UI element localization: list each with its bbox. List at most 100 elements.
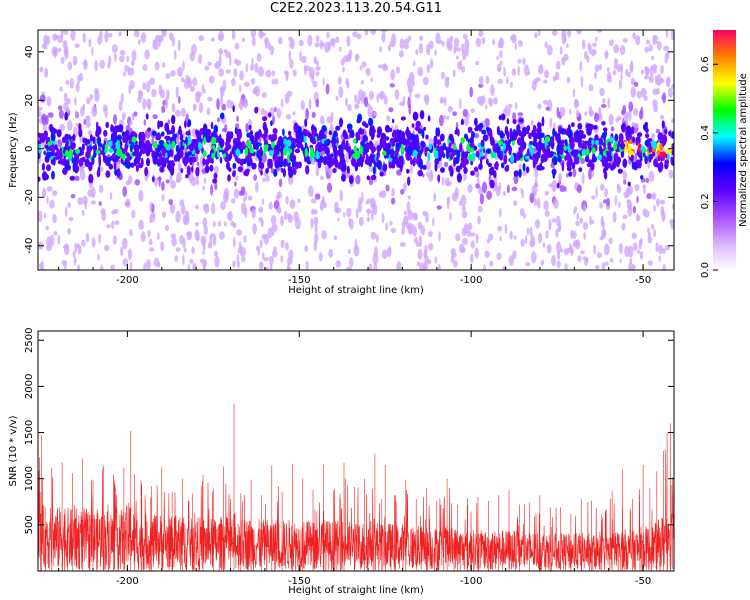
heat-cell xyxy=(653,204,656,212)
heat-cell xyxy=(167,161,172,171)
heat-cell xyxy=(481,37,486,45)
heat-cell xyxy=(370,174,377,180)
heat-cell xyxy=(394,124,398,131)
heat-cell xyxy=(409,86,412,98)
heat-cell xyxy=(585,123,592,130)
heat-cell xyxy=(415,120,421,128)
heat-cell xyxy=(455,47,462,52)
heat-cell xyxy=(68,148,73,159)
heat-cell xyxy=(47,141,51,146)
heat-cell xyxy=(499,60,503,66)
heat-cell xyxy=(648,44,653,52)
heat-cell xyxy=(88,38,92,48)
heat-cell xyxy=(497,140,503,146)
heat-cell xyxy=(561,56,566,66)
heat-cell xyxy=(105,170,111,178)
heat-cell xyxy=(105,121,109,129)
heat-cell xyxy=(225,69,231,74)
heat-cell xyxy=(593,244,597,255)
heat-cell xyxy=(594,134,599,142)
heat-cell xyxy=(117,134,122,141)
heat-cell xyxy=(250,30,257,39)
heat-cell xyxy=(585,257,589,263)
heat-cell xyxy=(526,148,530,157)
heat-cell xyxy=(297,198,301,204)
heat-cell xyxy=(356,157,361,167)
heat-cell xyxy=(296,142,302,149)
heat-cell xyxy=(555,60,561,70)
heat-cell xyxy=(458,243,465,253)
heat-cell xyxy=(258,261,264,270)
chart-title: C2E2.2023.113.20.54.G11 xyxy=(269,1,443,16)
heat-cell xyxy=(365,153,369,163)
heat-cell xyxy=(254,131,260,139)
heat-cell xyxy=(623,179,627,185)
heat-cell xyxy=(370,231,377,240)
heat-cell xyxy=(328,130,332,136)
heat-cell xyxy=(627,145,632,151)
heat-cell xyxy=(236,115,239,123)
heat-cell xyxy=(170,180,176,189)
heat-cell xyxy=(489,131,493,138)
heat-cell xyxy=(514,102,518,110)
heat-cell xyxy=(518,163,522,168)
heat-cell xyxy=(462,108,469,118)
heat-cell xyxy=(612,143,618,151)
heat-cell xyxy=(453,45,457,54)
heat-cell xyxy=(77,264,80,270)
heat-cell xyxy=(96,121,99,130)
heat-cell xyxy=(454,129,458,135)
heat-cell xyxy=(372,253,379,265)
heat-cell xyxy=(419,110,425,120)
heat-cell xyxy=(433,192,437,202)
heat-cell xyxy=(545,230,549,239)
heat-cell xyxy=(400,188,405,195)
heat-cell xyxy=(591,195,596,200)
heat-cell xyxy=(233,68,238,78)
heat-cell xyxy=(67,61,73,71)
heat-cell xyxy=(513,200,518,206)
heat-cell xyxy=(416,144,421,151)
heat-cell xyxy=(577,255,582,263)
heat-cell xyxy=(83,118,87,125)
heat-cell xyxy=(310,209,315,215)
heat-cell xyxy=(99,59,105,69)
heat-cell xyxy=(204,65,210,71)
heat-cell xyxy=(369,90,374,101)
heat-cell xyxy=(449,153,454,160)
heat-cell xyxy=(583,204,586,211)
heat-cell xyxy=(125,180,131,186)
heat-cell xyxy=(621,222,626,231)
heat-cell xyxy=(575,220,580,227)
heat-cell xyxy=(665,149,669,155)
heat-cell xyxy=(283,158,287,168)
heat-cell xyxy=(602,97,606,104)
x-tick-label: -50 xyxy=(635,275,651,286)
heat-cell xyxy=(254,63,259,73)
heat-cell xyxy=(433,138,437,149)
heat-cell xyxy=(612,211,617,224)
heat-cell xyxy=(475,150,480,158)
heat-cell xyxy=(382,63,387,70)
heat-cell xyxy=(630,86,636,98)
heat-cell xyxy=(544,136,551,143)
heat-cell xyxy=(410,133,416,141)
heat-cell xyxy=(253,86,258,94)
heat-cell xyxy=(430,58,434,69)
heat-cell xyxy=(417,66,424,77)
heat-cell xyxy=(234,58,239,65)
heat-cell xyxy=(403,43,410,50)
heat-cell xyxy=(332,158,339,165)
heat-cell xyxy=(131,59,135,67)
heat-cell xyxy=(512,118,517,125)
heat-cell xyxy=(357,113,363,123)
heat-cell xyxy=(333,235,338,241)
heat-cell xyxy=(656,150,661,156)
heat-cell xyxy=(185,130,190,136)
heat-cell xyxy=(213,220,216,228)
heat-cell xyxy=(474,117,478,127)
heat-cell xyxy=(355,54,360,60)
heat-cell xyxy=(455,165,461,173)
heat-cell xyxy=(657,164,663,173)
heat-cell xyxy=(478,163,483,171)
